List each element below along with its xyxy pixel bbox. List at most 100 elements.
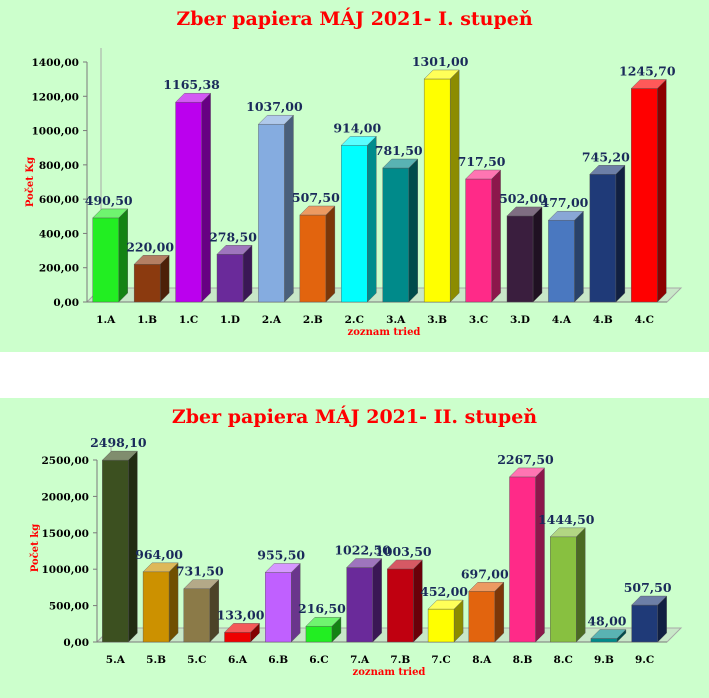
data-label: 1444,50 (538, 512, 595, 527)
x-tick-label: 2.C (345, 314, 364, 326)
bar-side (284, 114, 294, 303)
bar (341, 145, 368, 303)
bar-side (372, 558, 382, 643)
bar (468, 591, 495, 643)
x-tick-label: 3.D (510, 314, 530, 326)
bar-side (325, 205, 336, 303)
bar-side (449, 69, 460, 303)
bar-top (264, 563, 301, 573)
data-label: 220,00 (126, 239, 174, 254)
bar (509, 476, 536, 643)
data-label: 697,00 (461, 566, 509, 581)
y-tick-label: 500,00 (49, 601, 89, 613)
x-tick-label: 6.A (228, 654, 248, 666)
x-axis-label: zoznam tried (353, 667, 426, 678)
bar-top (142, 562, 179, 573)
x-tick-label: 5.C (187, 654, 206, 666)
bar-side (576, 527, 586, 643)
bar (102, 459, 129, 643)
bar (175, 102, 202, 303)
bar-side (494, 581, 504, 643)
y-tick-label: 2000,00 (42, 491, 90, 503)
bar-side (535, 467, 545, 643)
x-tick-label: 8.A (472, 654, 492, 666)
data-label: 2267,50 (497, 452, 554, 467)
chart-title: Zber papiera MÁJ 2021- I. stupeň (176, 8, 533, 30)
bar-top (257, 115, 294, 125)
data-label: 2498,10 (90, 435, 147, 450)
bar-side (201, 92, 211, 303)
bar (427, 608, 455, 643)
bar-top (630, 79, 667, 89)
data-label: 745,20 (582, 149, 630, 164)
x-tick-label: 2.B (303, 314, 323, 326)
bar-top (427, 599, 464, 610)
y-tick-label: 2500,00 (42, 455, 90, 467)
chart-title: Zber papiera MÁJ 2021- II. stupeň (171, 406, 538, 428)
x-tick-label: 6.C (309, 654, 328, 666)
x-tick-label: 1.D (220, 314, 240, 326)
x-tick-label: 7.C (431, 654, 450, 666)
x-tick-label: 8.C (554, 654, 573, 666)
x-tick-label: 5.A (106, 654, 126, 666)
y-tick-label: 0,00 (53, 297, 79, 309)
x-tick-label: 5.B (146, 654, 166, 666)
x-tick-label: 9.B (594, 654, 614, 666)
y-tick-label: 1000,00 (42, 564, 90, 576)
bar (299, 214, 327, 303)
x-tick-label: 4.A (552, 314, 572, 326)
bar (590, 638, 618, 643)
bar-top (101, 450, 138, 461)
bar-side (615, 164, 626, 303)
bar (382, 167, 409, 303)
data-label: 964,00 (135, 547, 183, 562)
bar-top (386, 559, 423, 570)
bar (258, 124, 285, 303)
bar (550, 536, 577, 643)
x-tick-label: 4.C (635, 314, 654, 326)
bar (305, 626, 333, 643)
bar (133, 264, 161, 303)
bar-top (346, 558, 383, 568)
bar-top (547, 211, 584, 221)
x-tick-label: 4.B (593, 314, 613, 326)
y-tick-label: 800,00 (39, 160, 79, 172)
chart-panel-1: Zber papiera MÁJ 2021- I. stupeň 0,00 200… (0, 0, 709, 352)
data-label: 731,50 (176, 564, 224, 579)
bar-side (408, 158, 418, 303)
bar-top (590, 629, 627, 639)
bar-side (118, 208, 128, 303)
y-tick-label: 200,00 (39, 263, 79, 275)
bar-top (509, 467, 545, 478)
bar (224, 632, 251, 643)
y-tick-label: 1200,00 (32, 91, 80, 103)
data-label: 1301,00 (412, 54, 469, 69)
bar-top (423, 69, 460, 80)
y-tick-label: 1000,00 (32, 126, 80, 138)
x-tick-label: 7.B (390, 654, 410, 666)
data-label: 502,00 (499, 191, 547, 206)
data-label: 1022,50 (334, 543, 391, 558)
x-tick-label: 3.A (386, 314, 406, 326)
data-label: 507,50 (624, 580, 672, 595)
bar (423, 78, 451, 303)
data-label: 452,00 (420, 584, 468, 599)
y-tick-label: 400,00 (39, 228, 79, 240)
y-axis-label: Počet kg (30, 524, 41, 572)
bar (265, 572, 292, 643)
bar (142, 571, 170, 643)
bar (506, 215, 534, 303)
x-axis-label: zoznam tried (348, 327, 421, 338)
bar (465, 178, 492, 303)
x-tick-label: 6.B (268, 654, 288, 666)
bar-top (589, 165, 626, 175)
bar-side (657, 78, 667, 303)
x-tick-label: 3.C (469, 314, 488, 326)
y-tick-label: 0,00 (63, 637, 89, 649)
bar-top (631, 595, 668, 606)
bar-side (413, 559, 423, 643)
data-label: 490,50 (85, 193, 133, 208)
bar (387, 568, 414, 643)
bar-top (175, 93, 212, 103)
bar-top (183, 579, 220, 589)
